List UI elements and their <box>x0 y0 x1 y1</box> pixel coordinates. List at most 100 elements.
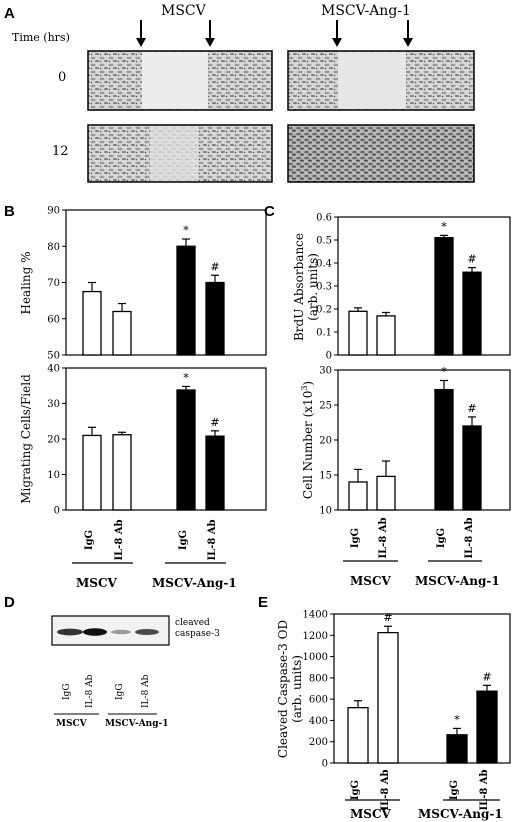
category-label: IL-8 Ab <box>464 517 475 558</box>
category-label: IgG <box>436 528 447 548</box>
b-category-labels: IgG IL-8 Ab IgG IL-8 Ab MSCV MSCV-Ang-1 <box>72 519 237 590</box>
significance-marker: # <box>467 402 476 415</box>
y-tick-label: 400 <box>309 716 328 727</box>
y-axis-label: Migrating Cells/Field <box>19 374 33 504</box>
y-tick-label: 30 <box>47 399 60 410</box>
panel-label-a: A <box>4 5 15 22</box>
y-tick-label: 1200 <box>303 631 328 642</box>
bar <box>376 475 396 511</box>
bar <box>112 434 132 511</box>
y-tick-label: 30 <box>319 366 332 377</box>
bar <box>176 245 196 356</box>
y-tick-label: 80 <box>47 242 60 253</box>
category-label: IL-8 Ab <box>479 769 490 810</box>
y-tick-label: 0.6 <box>316 213 332 224</box>
blot-label-line1: cleaved <box>175 618 210 628</box>
lane-label: IL-8 Ab <box>141 674 151 708</box>
y-tick-label: 0 <box>322 759 328 770</box>
y-axis-label: Cell Number (x103) <box>300 381 315 499</box>
condition-label-mscv: MSCV <box>161 3 207 19</box>
y-tick-label: 25 <box>319 401 332 412</box>
bar <box>205 435 225 511</box>
chart-migrating-cells: Migrating Cells/Field 0 10 20 30 40 * # <box>19 364 267 517</box>
micrograph-mscv-ang1-12h <box>287 124 475 183</box>
bar <box>348 310 368 356</box>
category-label: IgG <box>84 530 95 550</box>
bar <box>82 290 102 356</box>
y-tick-label: 0.2 <box>316 305 332 316</box>
western-blot <box>51 615 170 646</box>
bar <box>205 281 225 356</box>
category-label: IgG <box>178 530 189 550</box>
bar <box>462 425 482 511</box>
micrograph-mscv-ang1-0h <box>287 50 475 111</box>
significance-marker: # <box>210 260 219 273</box>
y-axis-label-superscript: 3 <box>300 386 309 391</box>
chart-healing: Healing % 50 60 70 80 90 * # <box>19 206 267 362</box>
arrow-icon <box>136 20 146 47</box>
arrow-icon <box>205 20 215 47</box>
y-tick-label: 10 <box>319 506 332 517</box>
y-tick-label: 70 <box>47 278 60 289</box>
bar <box>347 707 369 764</box>
category-label: IgG <box>350 780 361 800</box>
blot-label-line2: caspase-3 <box>175 629 220 639</box>
group-label-mscv-ang1: MSCV-Ang-1 <box>415 574 500 588</box>
bar <box>376 315 396 356</box>
y-tick-label: 0 <box>326 351 332 362</box>
y-tick-label: 0.5 <box>316 236 332 247</box>
y-tick-label: 800 <box>309 673 328 684</box>
group-label-mscv: MSCV <box>350 574 392 588</box>
bar <box>176 389 196 511</box>
lane-label: IL-8 Ab <box>85 674 95 708</box>
y-axis-label-main: Cell Number (x10 <box>301 391 315 499</box>
chart-brdu: BrdU Absorbance (arb. units) 0 0.1 0.2 0.3 0… <box>292 213 511 362</box>
category-label: IgG <box>350 528 361 548</box>
y-tick-label: 90 <box>47 206 60 217</box>
e-category-labels: IgG IL-8 Ab IgG IL-8 Ab MSCV MSCV-Ang-1 <box>345 769 503 821</box>
y-tick-label: 0.1 <box>316 328 332 339</box>
group-label-mscv: MSCV <box>350 807 392 821</box>
significance-marker: * <box>441 366 447 379</box>
panel-label-d: D <box>4 594 15 611</box>
group-label-mscv-ang1: MSCV-Ang-1 <box>418 807 503 821</box>
arrow-icon <box>332 20 342 47</box>
blot-band <box>135 629 159 635</box>
lane-label: IgG <box>115 683 125 700</box>
category-label: IgG <box>449 780 460 800</box>
blot-band <box>83 628 107 636</box>
time-label-12: 12 <box>52 144 69 159</box>
y-tick-label: 0.3 <box>316 282 332 293</box>
chart-cell-number: Cell Number (x103) 10 15 20 25 30 * # <box>300 366 511 517</box>
y-axis-label: Cleaved Caspase-3 OD <box>276 620 290 758</box>
significance-marker: # <box>210 416 219 429</box>
y-tick-label: 50 <box>47 351 60 362</box>
bar <box>446 734 468 764</box>
category-label: IL-8 Ab <box>378 517 389 558</box>
y-axis-label-units: (arb. units) <box>306 253 320 321</box>
group-label-mscv-ang1: MSCV-Ang-1 <box>105 719 169 729</box>
y-tick-label: 20 <box>319 436 332 447</box>
bar <box>434 388 454 511</box>
panel-label-c: C <box>264 203 275 220</box>
chart-cleaved-caspase: Cleaved Caspase-3 OD (arb. units) 0 200 40… <box>276 610 511 770</box>
blot-band <box>57 628 83 636</box>
category-label: IL-8 Ab <box>114 519 125 560</box>
bar <box>434 237 454 356</box>
blot-band <box>111 629 131 635</box>
panel-label-e: E <box>258 594 268 611</box>
y-tick-label: 60 <box>47 314 60 325</box>
condition-label-mscv-ang1: MSCV-Ang-1 <box>321 3 411 19</box>
bar <box>377 631 399 764</box>
bar <box>348 481 368 511</box>
significance-marker: # <box>467 253 476 266</box>
time-label-0: 0 <box>58 70 66 85</box>
micrograph-mscv-12h <box>87 124 273 183</box>
bar <box>462 271 482 356</box>
y-axis-label-end: ) <box>301 381 315 386</box>
y-tick-label: 20 <box>47 435 60 446</box>
significance-marker: # <box>482 670 491 683</box>
y-tick-label: 1400 <box>303 610 328 621</box>
y-tick-label: 200 <box>309 737 328 748</box>
